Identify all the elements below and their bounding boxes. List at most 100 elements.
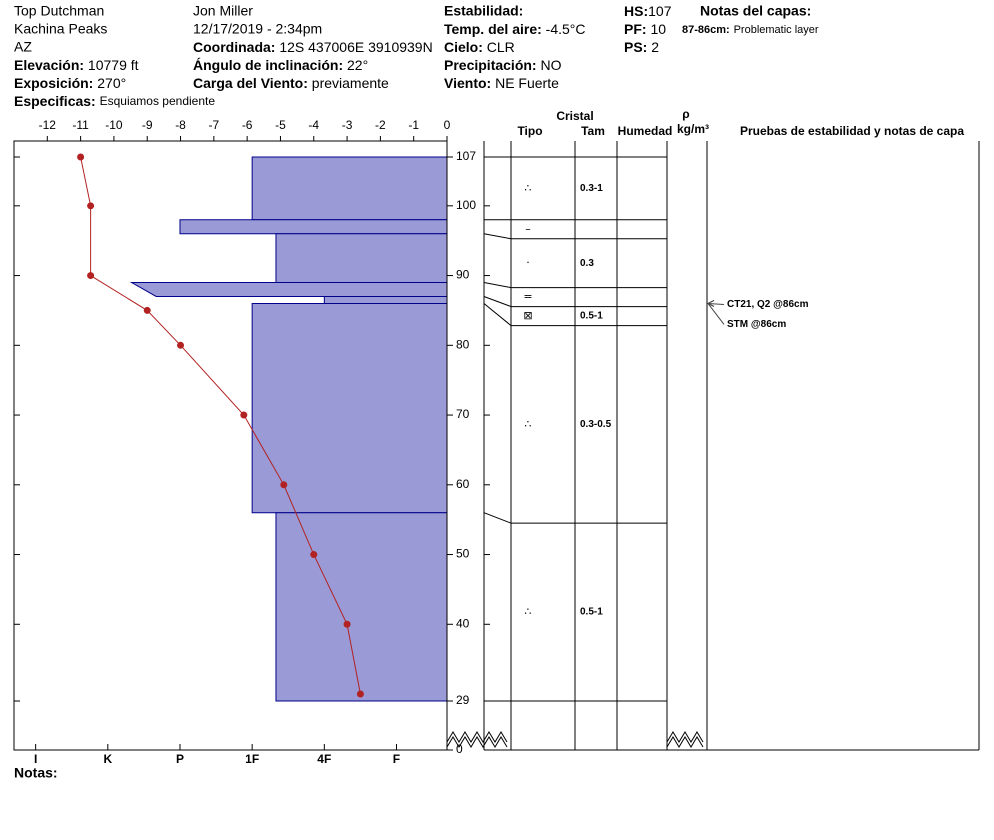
hardness-label: 1F xyxy=(245,752,259,766)
value: 10779 ft xyxy=(88,57,139,73)
aspect: Exposición: 270° xyxy=(14,75,126,91)
label: HS: xyxy=(624,3,648,19)
state: AZ xyxy=(14,39,32,55)
y-tick-label: 107 xyxy=(456,149,476,163)
grain-type: ⊠ xyxy=(523,309,532,322)
x-tick-label: -7 xyxy=(209,118,220,132)
temperature-point xyxy=(280,481,288,489)
hardness-label: P xyxy=(176,752,184,766)
value: 2 xyxy=(651,39,659,55)
stability: Estabilidad: xyxy=(444,3,523,19)
label: Exposición: xyxy=(14,75,93,91)
specifics: Especificas: Esquiamos pendiente xyxy=(14,93,215,109)
x-tick-label: -11 xyxy=(72,118,89,132)
label: Carga del Viento: xyxy=(193,75,308,91)
th-tests: Pruebas de estabilidad y notas de capa xyxy=(740,124,964,138)
label: Cielo: xyxy=(444,39,483,55)
x-tick-label: -3 xyxy=(342,118,353,132)
temperature-line xyxy=(80,156,361,695)
site: Top Dutchman xyxy=(14,3,104,19)
y-tick-label: 80 xyxy=(456,337,470,351)
x-tick-label: 0 xyxy=(444,118,451,132)
elevation: Elevación: 10779 ft xyxy=(14,57,139,73)
test-arrow xyxy=(707,303,725,325)
temperature-point xyxy=(87,202,95,210)
value: NE Fuerte xyxy=(495,75,559,91)
axis-break xyxy=(666,731,704,743)
th-crystal: Cristal xyxy=(556,109,593,123)
sky: Cielo: CLR xyxy=(444,39,515,55)
label: Viento: xyxy=(444,75,491,91)
test-arrow xyxy=(707,302,725,305)
label: Ángulo de inclinación: xyxy=(193,57,343,73)
label: Elevación: xyxy=(14,57,84,73)
temperature-point xyxy=(240,411,248,419)
th-size: Tam xyxy=(581,124,605,138)
hardness-bar xyxy=(275,512,448,702)
x-tick-label: -8 xyxy=(175,118,186,132)
y-tick-label: 90 xyxy=(456,268,470,282)
x-tick-label: -9 xyxy=(142,118,153,132)
label: PS: xyxy=(624,39,647,55)
grain-size: 0.3 xyxy=(580,258,594,269)
value: 107 xyxy=(648,3,672,19)
y-tick-label: 50 xyxy=(456,547,470,561)
x-tick-label: -2 xyxy=(375,118,386,132)
temperature-point xyxy=(356,690,364,698)
pf: PF: 10 xyxy=(624,21,666,37)
grain-type: ∴ xyxy=(525,605,532,618)
y-tick-label: 100 xyxy=(456,198,476,212)
grain-size: 0.3-1 xyxy=(580,183,603,194)
label: Especificas: xyxy=(14,93,96,109)
th-density: kg/m³ xyxy=(677,122,709,136)
grain-type: = xyxy=(523,290,532,303)
temperature-point xyxy=(343,620,351,628)
area: Kachina Peaks xyxy=(14,21,107,37)
hardness-bar xyxy=(179,219,448,235)
axis-break xyxy=(446,731,508,743)
hardness-bar xyxy=(323,295,448,304)
range: 87-86cm: xyxy=(682,24,730,36)
notes-label: Notas: xyxy=(14,765,58,781)
grain-type: ∴ xyxy=(525,417,532,430)
y-tick-label: 70 xyxy=(456,407,470,421)
label: Precipitación: xyxy=(444,57,537,73)
y-tick-label: 0 xyxy=(456,742,463,756)
value: 12S 437006E 3910939N xyxy=(279,39,432,55)
x-tick-label: -5 xyxy=(275,118,286,132)
hardness-label: K xyxy=(103,752,112,766)
arrow-head xyxy=(706,300,715,307)
axis-break xyxy=(666,736,704,748)
value: Esquiamos pendiente xyxy=(100,94,216,108)
th-moisture: Humedad xyxy=(618,124,673,138)
layer-link xyxy=(483,296,512,308)
value: previamente xyxy=(312,75,389,91)
temperature-point xyxy=(177,341,185,349)
wind-load: Carga del Viento: previamente xyxy=(193,75,389,91)
precip: Precipitación: NO xyxy=(444,57,562,73)
temperature-point xyxy=(87,272,95,280)
test-label: CT21, Q2 @86cm xyxy=(727,299,809,310)
x-tick-label: -12 xyxy=(39,118,57,132)
value: 10 xyxy=(650,21,666,37)
x-tick-label: -1 xyxy=(408,118,419,132)
slope: Ángulo de inclinación: 22° xyxy=(193,57,368,73)
hardness-bar xyxy=(275,233,448,284)
y-tick-label: 60 xyxy=(456,477,470,491)
grain-type: · xyxy=(526,256,530,269)
observer: Jon Miller xyxy=(193,3,253,19)
wind: Viento: NE Fuerte xyxy=(444,75,559,91)
y-tick-label: 29 xyxy=(456,693,470,707)
x-tick-label: -6 xyxy=(242,118,253,132)
hardness-label: I xyxy=(34,752,37,766)
value: 270° xyxy=(97,75,126,91)
air-temp: Temp. del aire: -4.5°C xyxy=(444,21,586,37)
x-tick-label: -10 xyxy=(105,118,123,132)
layer-link xyxy=(483,233,512,240)
label: Temp. del aire: xyxy=(444,21,542,37)
axis-break xyxy=(446,736,508,748)
label: Coordinada: xyxy=(193,39,275,55)
note: Problematic layer xyxy=(734,24,819,36)
